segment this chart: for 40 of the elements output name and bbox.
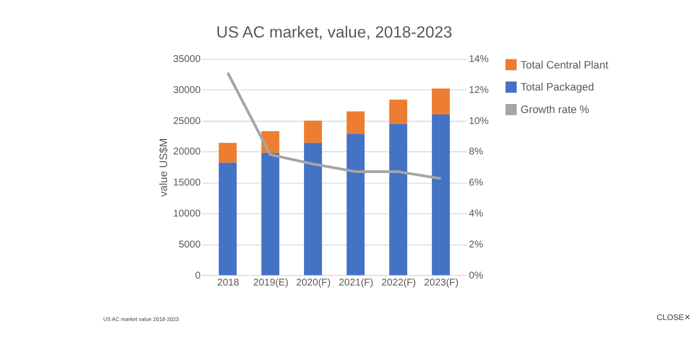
x-tick-label: 2020(F) — [296, 277, 331, 288]
y-tick-label: 10000 — [173, 208, 202, 220]
x-tick-label: 2018 — [217, 277, 240, 288]
text: CLOSE✕ — [656, 313, 692, 322]
y-tick-label: 0 — [195, 270, 202, 282]
y-axis-title: value US$M — [158, 138, 170, 197]
x-tick-label: 2019(E) — [253, 277, 288, 288]
bar — [346, 134, 365, 276]
y2-tick-label: 10% — [468, 116, 489, 127]
y-tick-label: 35000 — [173, 54, 202, 66]
bar — [261, 152, 280, 276]
bar — [389, 100, 408, 124]
legend-label: Total Central Plant — [520, 59, 608, 72]
bar — [304, 120, 322, 143]
y-tick-label: 15000 — [173, 178, 202, 189]
chart-title: US AC market, value, 2018-2023 — [216, 23, 452, 42]
y2-tick-label: 0% — [468, 270, 484, 282]
bar — [304, 142, 322, 276]
bar — [218, 162, 237, 276]
x-tick-label: 2022(F) — [381, 277, 416, 288]
y2-tick-label: 4% — [468, 208, 484, 220]
y-tick-label: 30000 — [173, 84, 202, 96]
bar — [432, 88, 450, 114]
y-tick-label: 5000 — [178, 239, 202, 250]
legend-label: Total Packaged — [520, 82, 594, 94]
bar — [432, 114, 450, 276]
legend-label: Growth rate % — [520, 104, 590, 116]
y2-tick-label: 6% — [468, 178, 484, 189]
y2-tick-label: 8% — [468, 146, 484, 158]
y2-tick-label: 12% — [468, 84, 489, 96]
x-tick-label: 2023(F) — [424, 277, 459, 288]
y-tick-label: 20000 — [173, 146, 202, 158]
bar — [389, 124, 408, 276]
bar — [346, 111, 365, 134]
line-series — [226, 71, 442, 180]
x-tick-label: 2021(F) — [338, 277, 374, 288]
bar — [218, 142, 237, 163]
y2-tick-label: 2% — [468, 239, 484, 250]
y2-tick-label: 14% — [468, 54, 489, 66]
y-tick-label: 25000 — [173, 116, 202, 127]
